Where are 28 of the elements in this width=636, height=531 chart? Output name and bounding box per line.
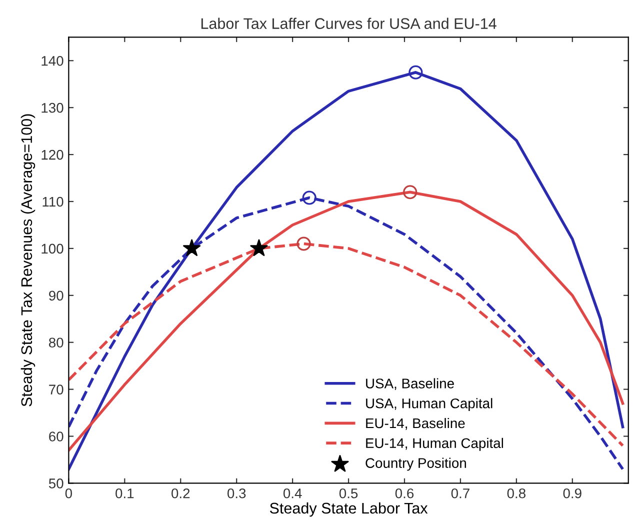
x-tick-label: 0.1 bbox=[116, 488, 134, 498]
x-tick-label: 0.4 bbox=[283, 488, 302, 498]
y-tick-label: 110 bbox=[42, 196, 64, 207]
legend-label: EU-14, Human Capital bbox=[366, 438, 504, 451]
x-tick-label: 0 bbox=[65, 488, 72, 498]
chart-title: Labor Tax Laffer Curves for USA and EU-14 bbox=[201, 18, 496, 29]
x-tick-label: 0.2 bbox=[172, 488, 190, 498]
x-tick-label: 0.9 bbox=[563, 488, 582, 498]
x-tick-label: 0.3 bbox=[227, 488, 246, 498]
legend-label: USA, Human Capital bbox=[366, 398, 492, 412]
y-tick-label: 60 bbox=[49, 432, 64, 442]
legend-label: EU-14, Baseline bbox=[366, 418, 465, 430]
x-tick-label: 0.5 bbox=[339, 488, 358, 498]
x-tick-label: 0.8 bbox=[507, 488, 526, 498]
legend-label: USA, Baseline bbox=[366, 378, 454, 390]
y-tick-label: 100 bbox=[42, 244, 64, 254]
y-tick-label: 140 bbox=[42, 56, 64, 66]
y-tick-label: 50 bbox=[48, 478, 64, 488]
y-tick-label: 70 bbox=[49, 384, 64, 394]
legend-label: Country Position bbox=[366, 458, 466, 471]
x-axis-title: Steady State Labor Tax bbox=[270, 502, 428, 517]
y-tick-label: 130 bbox=[42, 102, 64, 113]
y-tick-label: 90 bbox=[49, 290, 64, 301]
y-tick-label: 80 bbox=[48, 338, 64, 348]
x-tick-label: 0.7 bbox=[451, 488, 470, 498]
y-axis-title: Steady State Tax Revenues (Average=100) bbox=[20, 114, 36, 406]
y-tick-label: 120 bbox=[42, 150, 64, 160]
x-tick-label: 0.6 bbox=[395, 488, 414, 498]
